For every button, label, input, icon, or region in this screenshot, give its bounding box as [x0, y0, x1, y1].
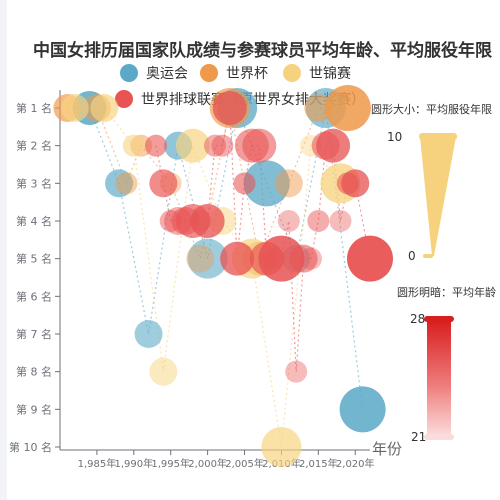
point-nations-league[interactable] — [204, 134, 226, 157]
legend-marker-olympics — [120, 64, 138, 82]
point-olympics[interactable] — [105, 169, 134, 198]
color-map-handle-bottom[interactable] — [424, 434, 454, 440]
x-tick-marks — [96, 450, 356, 455]
point-nations-league[interactable] — [144, 134, 167, 157]
x-tick-label: 2,005年 — [225, 457, 264, 470]
point-nations-league[interactable] — [329, 210, 352, 232]
y-tick-label: 第 7 名 — [16, 327, 52, 341]
color-map-max: 28 — [410, 312, 425, 326]
point-nations-league[interactable] — [242, 128, 277, 163]
point-world-cup[interactable] — [304, 94, 333, 122]
point-nations-league[interactable] — [149, 169, 178, 198]
point-nations-league[interactable] — [212, 91, 247, 125]
point-nations-league[interactable] — [299, 247, 322, 270]
legend-marker-nations-league — [115, 90, 133, 108]
y-tick-labels: 第 1 名第 2 名第 3 名第 4 名第 5 名第 6 名第 7 名第 8 名… — [9, 101, 52, 454]
x-axis-name: 年份 — [372, 440, 402, 458]
legend-item-world-cup[interactable]: 世界杯 — [200, 63, 268, 83]
color-map-title: 圆形明暗：平均年龄 — [397, 286, 496, 299]
point-nations-league[interactable] — [190, 204, 225, 238]
legend-marker-world-championship — [283, 64, 301, 82]
point-nations-league[interactable] — [211, 134, 234, 157]
size-visual-map[interactable] — [419, 133, 457, 258]
point-world-cup[interactable] — [115, 172, 138, 195]
legend-label-olympics: 奥运会 — [146, 66, 188, 82]
x-tick-label: 1,990年 — [114, 457, 153, 470]
y-tick-label: 第 1 名 — [16, 101, 52, 115]
series-points — [53, 85, 393, 467]
size-map-handle-bottom[interactable] — [423, 254, 433, 258]
x-tick-label: 1,995年 — [151, 457, 190, 470]
size-map-bar — [420, 137, 456, 256]
color-map-min: 21 — [411, 430, 426, 444]
color-map-bar — [427, 320, 451, 436]
legend-marker-world-cup — [200, 64, 218, 82]
y-tick-label: 第 2 名 — [16, 139, 52, 153]
point-olympics[interactable] — [134, 320, 163, 348]
point-nations-league[interactable] — [285, 360, 308, 383]
point-world-cup[interactable] — [324, 85, 371, 131]
point-nations-league[interactable] — [347, 235, 393, 282]
x-tick-label: 2,020年 — [336, 457, 375, 470]
size-map-handle-top[interactable] — [419, 133, 457, 140]
point-olympics[interactable] — [243, 160, 290, 207]
legend-item-olympics[interactable]: 奥运会 — [120, 63, 188, 83]
x-tick-label: 2,015年 — [299, 457, 338, 470]
color-visual-map[interactable] — [424, 316, 454, 440]
point-nations-league[interactable] — [220, 241, 255, 276]
y-tick-label: 第 5 名 — [16, 252, 52, 266]
color-map-handle-top[interactable] — [424, 316, 454, 322]
point-nations-league[interactable] — [316, 128, 351, 163]
point-nations-league[interactable] — [258, 235, 305, 282]
y-tick-label: 第 4 名 — [16, 214, 52, 228]
y-tick-label: 第 10 名 — [9, 440, 52, 454]
y-tick-label: 第 9 名 — [16, 402, 52, 416]
legend-item-world-championship[interactable]: 世锦赛 — [283, 63, 351, 83]
point-world-championship[interactable] — [60, 94, 89, 122]
x-tick-label: 1,985年 — [78, 457, 117, 470]
legend-label-world-championship: 世锦赛 — [309, 66, 351, 82]
chart-title: 中国女排历届国家队成绩与参赛球员平均年龄、平均服役年限 — [33, 41, 492, 61]
size-map-max: 10 — [387, 130, 402, 144]
point-world-championship[interactable] — [90, 94, 119, 122]
x-tick-labels: 1,985年1,990年1,995年2,000年2,005年2,010年2,01… — [78, 457, 375, 470]
legend-label-world-cup: 世界杯 — [226, 66, 268, 82]
y-tick-label: 第 3 名 — [16, 176, 52, 190]
point-nations-league[interactable] — [289, 244, 318, 273]
point-nations-league[interactable] — [307, 210, 330, 232]
point-olympics[interactable] — [187, 238, 228, 279]
point-world-cup[interactable] — [274, 169, 303, 198]
point-nations-league[interactable] — [341, 169, 370, 198]
point-nations-league[interactable] — [233, 172, 256, 195]
left-edge-bar — [0, 0, 7, 500]
point-nations-league[interactable] — [277, 210, 300, 232]
x-tick-label: 2,000年 — [188, 457, 227, 470]
point-world-championship[interactable] — [175, 128, 210, 163]
point-world-championship[interactable] — [261, 427, 302, 467]
point-world-championship[interactable] — [122, 134, 145, 157]
y-tick-label: 第 8 名 — [16, 365, 52, 379]
point-world-cup[interactable] — [186, 244, 215, 273]
point-olympics[interactable] — [339, 386, 386, 433]
point-world-championship[interactable] — [149, 357, 178, 386]
size-map-min: 0 — [408, 249, 416, 263]
size-map-title: 圆形大小：平均服役年限 — [371, 103, 492, 116]
y-tick-label: 第 6 名 — [16, 289, 52, 303]
y-tick-marks — [55, 107, 60, 448]
